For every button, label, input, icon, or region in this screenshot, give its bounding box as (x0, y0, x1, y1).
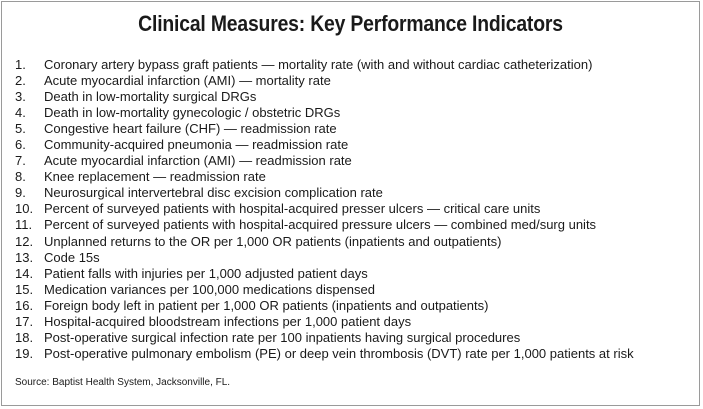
item-number: 6. (15, 137, 26, 153)
item-number: 13. (15, 249, 34, 265)
source-note: Source: Baptist Health System, Jacksonvi… (15, 377, 231, 388)
item-text: Patient falls with injuries per 1,000 ad… (44, 265, 368, 281)
list-item: 4. Death in low-mortality gynecologic / o… (15, 105, 634, 121)
item-text: Community-acquired pneumonia — readmissi… (44, 137, 349, 153)
item-text: Acute myocardial infarction (AMI) — mort… (44, 73, 331, 89)
list-item: 9. Neurosurgical intervertebral disc exci… (15, 185, 634, 201)
item-text: Knee replacement — readmission rate (44, 169, 266, 185)
list-item: 1. Coronary artery bypass graft patients … (15, 57, 634, 73)
list-item: 16. Foreign body left in patient per 1,00… (15, 298, 634, 314)
list-item: 19. Post-operative pulmonary embolism (PE… (15, 346, 634, 362)
item-text: Coronary artery bypass graft patients — … (44, 57, 593, 72)
item-number: 18. (15, 329, 34, 345)
page-title: Clinical Measures: Key Performance Indic… (138, 11, 563, 36)
item-text: Neurosurgical intervertebral disc excisi… (44, 185, 383, 201)
list-item: 8. Knee replacement — readmission rate (15, 169, 634, 185)
item-number: 3. (15, 89, 26, 105)
item-text: Foreign body left in patient per 1,000 O… (44, 297, 489, 313)
list-item: 5. Congestive heart failure (CHF) — readm… (15, 121, 634, 137)
list-item: 2. Acute myocardial infarction (AMI) — mo… (15, 73, 634, 89)
item-number: 9. (15, 185, 26, 201)
item-text: Death in low-mortality gynecologic / obs… (44, 105, 341, 121)
item-number: 19. (15, 345, 34, 361)
item-text: Percent of surveyed patients with hospit… (44, 217, 597, 233)
item-number: 17. (15, 313, 34, 329)
item-text: Post-operative pulmonary embolism (PE) o… (44, 345, 634, 361)
item-number: 12. (15, 233, 34, 249)
list-item: 7. Acute myocardial infarction (AMI) — re… (15, 153, 634, 169)
list-item: 18. Post-operative surgical infection rat… (15, 330, 634, 346)
list-item: 6. Community-acquired pneumonia — readmis… (15, 137, 634, 153)
item-text: Medication variances per 100,000 medicat… (44, 281, 375, 297)
item-number: 7. (15, 153, 26, 169)
list-item: 14. Patient falls with injuries per 1,000… (15, 266, 634, 282)
item-number: 8. (15, 169, 26, 185)
kpi-list: 1. Coronary artery bypass graft patients … (15, 57, 634, 362)
item-text: Percent of surveyed patients with hospit… (44, 201, 541, 217)
list-item: 13. Code 15s (15, 250, 634, 266)
item-text: Hospital-acquired bloodstream infections… (44, 313, 412, 329)
item-number: 11. (15, 217, 33, 233)
list-item: 17. Hospital-acquired bloodstream infecti… (15, 314, 634, 330)
item-text: Post-operative surgical infection rate p… (44, 329, 521, 345)
list-item: 11. Percent of surveyed patients with hos… (15, 217, 634, 233)
item-number: 5. (15, 121, 26, 137)
item-text: Unplanned returns to the OR per 1,000 OR… (44, 233, 502, 249)
list-item: 15. Medication variances per 100,000 medi… (15, 282, 634, 298)
list-item: 12. Unplanned returns to the OR per 1,000… (15, 234, 634, 250)
item-text: Code 15s (44, 249, 100, 265)
item-number: 15. (15, 281, 34, 297)
item-text: Congestive heart failure (CHF) — readmis… (44, 121, 337, 137)
list-item: 10. Percent of surveyed patients with hos… (15, 201, 634, 217)
list-item: 3. Death in low-mortality surgical DRGs (15, 89, 634, 105)
item-number: 1. (15, 57, 26, 72)
item-number: 4. (15, 105, 26, 121)
item-text: Acute myocardial infarction (AMI) — read… (44, 153, 352, 169)
item-text: Death in low-mortality surgical DRGs (44, 89, 257, 105)
item-number: 16. (15, 297, 34, 313)
item-number: 2. (15, 73, 26, 89)
item-number: 10. (15, 201, 34, 217)
item-number: 14. (15, 265, 34, 281)
